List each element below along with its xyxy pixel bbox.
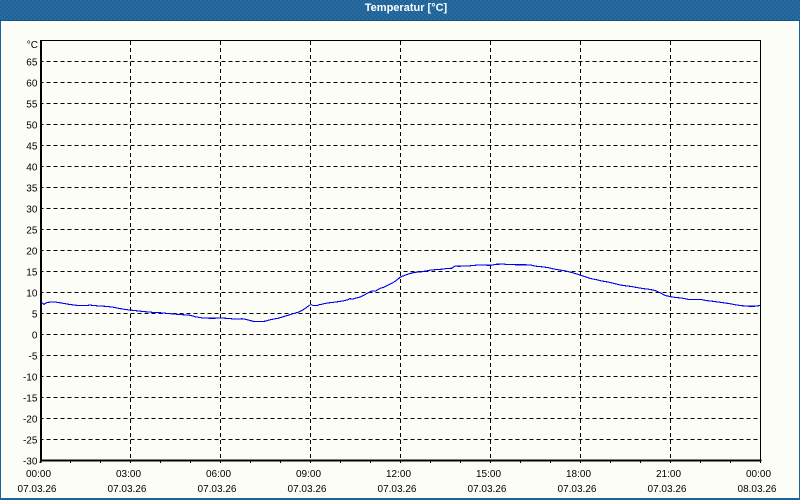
- svg-text:07.03.26: 07.03.26: [288, 484, 327, 495]
- svg-text:07.03.26: 07.03.26: [18, 484, 57, 495]
- svg-text:5: 5: [32, 310, 38, 321]
- svg-text:65: 65: [26, 58, 38, 69]
- svg-text:18:00: 18:00: [566, 469, 591, 480]
- svg-text:0: 0: [32, 331, 38, 342]
- svg-text:00:00: 00:00: [746, 469, 771, 480]
- svg-text:-10: -10: [23, 373, 38, 384]
- svg-text:55: 55: [26, 100, 38, 111]
- svg-text:07.03.26: 07.03.26: [558, 484, 597, 495]
- svg-text:-25: -25: [23, 436, 38, 447]
- svg-text:25: 25: [26, 226, 38, 237]
- svg-text:20: 20: [26, 247, 38, 258]
- svg-text:07.03.26: 07.03.26: [648, 484, 687, 495]
- svg-text:50: 50: [26, 121, 38, 132]
- svg-text:30: 30: [26, 205, 38, 216]
- svg-text:15:00: 15:00: [476, 469, 501, 480]
- svg-text:07.03.26: 07.03.26: [468, 484, 507, 495]
- svg-text:07.03.26: 07.03.26: [198, 484, 237, 495]
- svg-text:-5: -5: [28, 352, 37, 363]
- svg-text:03:00: 03:00: [116, 469, 141, 480]
- svg-text:15: 15: [26, 268, 38, 279]
- svg-text:07.03.26: 07.03.26: [108, 484, 147, 495]
- svg-text:09:00: 09:00: [296, 469, 321, 480]
- svg-text:00:00: 00:00: [26, 469, 51, 480]
- svg-text:10: 10: [26, 289, 38, 300]
- svg-text:-20: -20: [23, 415, 38, 426]
- svg-text:35: 35: [26, 184, 38, 195]
- svg-text:°C: °C: [27, 40, 38, 51]
- svg-text:60: 60: [26, 79, 38, 90]
- svg-text:12:00: 12:00: [386, 469, 411, 480]
- svg-text:40: 40: [26, 163, 38, 174]
- svg-text:21:00: 21:00: [656, 469, 681, 480]
- svg-text:07.03.26: 07.03.26: [378, 484, 417, 495]
- svg-text:45: 45: [26, 142, 38, 153]
- svg-text:08.03.26: 08.03.26: [738, 484, 777, 495]
- svg-text:-30: -30: [23, 457, 38, 468]
- svg-text:06:00: 06:00: [206, 469, 231, 480]
- svg-text:-15: -15: [23, 394, 38, 405]
